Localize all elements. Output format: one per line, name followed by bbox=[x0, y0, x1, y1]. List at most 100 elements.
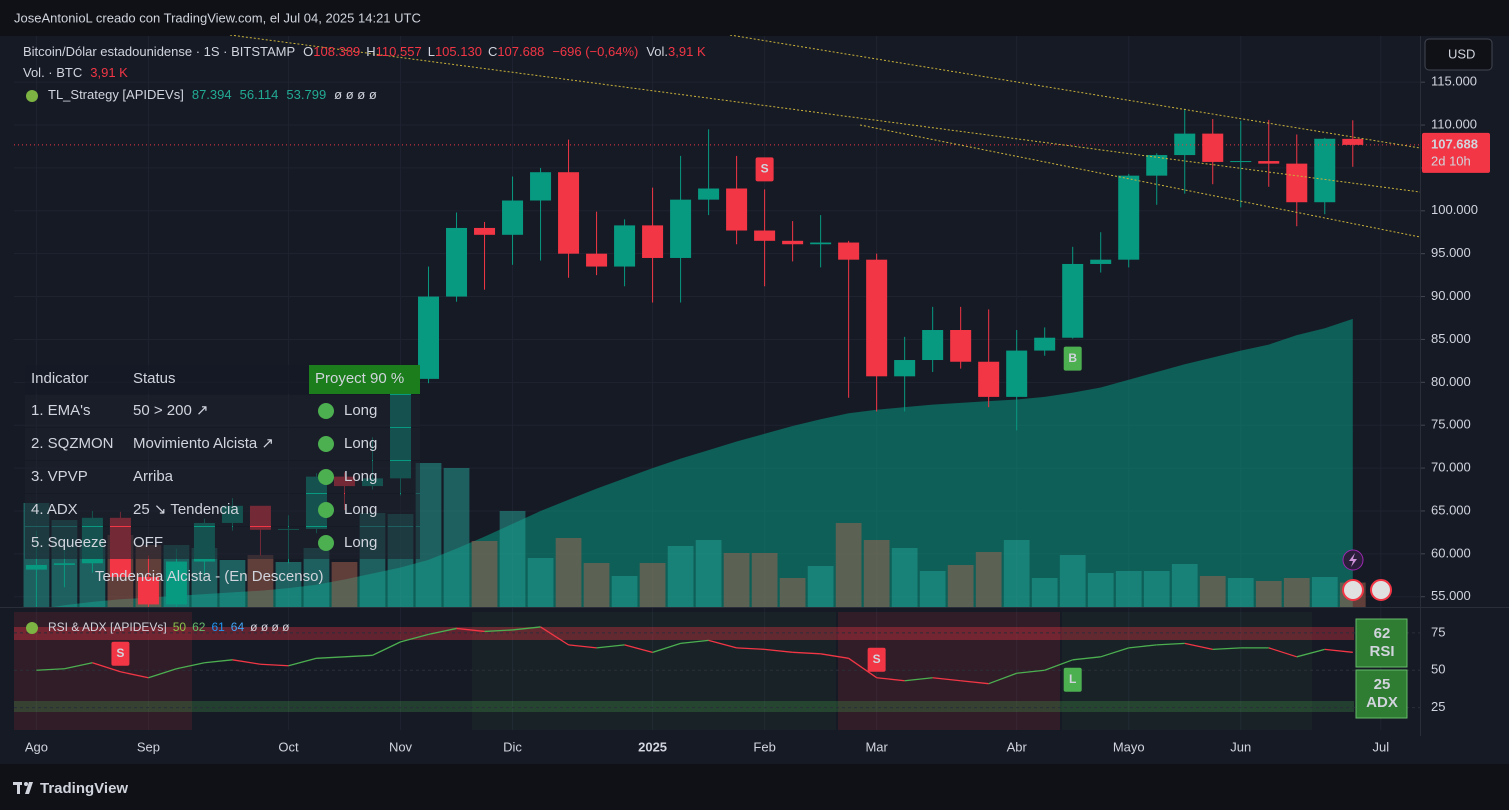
rsi-segment bbox=[904, 677, 933, 682]
header-bar bbox=[0, 0, 1509, 36]
candle-body bbox=[1258, 161, 1280, 164]
rsi-segment bbox=[64, 662, 93, 670]
rsi-segment bbox=[736, 647, 765, 650]
volume-bar bbox=[723, 553, 750, 607]
y-tick-label: 65.000 bbox=[1431, 502, 1471, 517]
signal-label: S bbox=[761, 162, 769, 176]
status-dot bbox=[318, 535, 334, 551]
currency-box[interactable] bbox=[1424, 38, 1493, 71]
legend-item: 110.557 bbox=[376, 44, 422, 59]
zone bbox=[472, 612, 836, 730]
lower-pane-bands bbox=[14, 612, 1354, 730]
table-header: Indicator bbox=[31, 370, 89, 387]
candle-body bbox=[866, 259, 888, 377]
volume-bar bbox=[555, 538, 582, 607]
y-tick-label: 95.000 bbox=[1431, 245, 1471, 260]
legend-item: 107.688 bbox=[497, 44, 544, 59]
volume-bar bbox=[1115, 571, 1142, 607]
signal-label: L bbox=[1069, 672, 1076, 686]
table-cell: Arriba bbox=[133, 468, 174, 485]
table-cell: Long bbox=[344, 501, 377, 518]
volume-bar bbox=[975, 552, 1002, 607]
event-icon bbox=[1370, 579, 1392, 601]
signal-box bbox=[1063, 667, 1082, 692]
zone bbox=[14, 612, 192, 730]
volume-bar bbox=[667, 546, 694, 607]
legend-item: 62 bbox=[192, 620, 206, 634]
legend-item: 105.130 bbox=[435, 44, 482, 59]
volume-bar bbox=[247, 555, 274, 607]
legend: Bitcoin/Dólar estadounidense · 1S · BITS… bbox=[23, 44, 706, 59]
signal-box bbox=[867, 647, 886, 672]
volume-bar bbox=[331, 562, 358, 607]
rsi-segment bbox=[708, 639, 737, 649]
event-icon bbox=[1342, 579, 1364, 601]
table-cell: Long bbox=[344, 402, 377, 419]
badge bbox=[1355, 618, 1408, 668]
candle-body bbox=[698, 188, 720, 200]
volume-bar bbox=[443, 468, 470, 607]
x-tick-label: Feb bbox=[753, 739, 775, 754]
candle-body bbox=[1174, 133, 1196, 156]
volume-bar bbox=[1031, 578, 1058, 607]
x-tick-label: 2025 bbox=[638, 739, 667, 754]
table-cell: Long bbox=[344, 435, 377, 452]
trendline bbox=[859, 124, 1420, 238]
countdown: 2d 10h bbox=[1431, 153, 1471, 168]
x-tick-label: Jun bbox=[1230, 739, 1251, 754]
legend-item: −696 (−0,64%) bbox=[552, 44, 638, 59]
indicator-icon bbox=[26, 90, 38, 102]
table-row bbox=[25, 527, 420, 559]
brand: TradingView bbox=[40, 780, 128, 797]
logo-part bbox=[17, 782, 20, 794]
candle-body bbox=[894, 360, 916, 377]
volume-bar bbox=[1199, 576, 1226, 607]
candle-body bbox=[1342, 138, 1364, 145]
legend-item: 64 bbox=[231, 620, 245, 634]
legend: TL_Strategy [APIDEVs] 87.394 56.114 53.799 ø… bbox=[48, 87, 377, 102]
volume-bar bbox=[499, 511, 526, 607]
y-tick-label: 85.000 bbox=[1431, 331, 1471, 346]
rsi-segment bbox=[176, 662, 205, 670]
status-dot bbox=[318, 469, 334, 485]
trendlines bbox=[229, 35, 1420, 238]
signal-box bbox=[755, 157, 774, 182]
badge bbox=[1355, 669, 1408, 719]
legend-item: 87.394 bbox=[192, 87, 232, 102]
rsi-segment bbox=[316, 656, 345, 659]
logo-part bbox=[24, 782, 28, 786]
volume-bar bbox=[779, 578, 806, 607]
currency-button[interactable]: USD bbox=[1424, 38, 1493, 71]
volume-bar bbox=[1171, 564, 1198, 607]
rsi-segment bbox=[1184, 642, 1213, 650]
volume-bar bbox=[219, 560, 246, 607]
volume-bar bbox=[807, 566, 834, 607]
x-tick-label: Mayo bbox=[1113, 739, 1145, 754]
rsi-segment bbox=[932, 677, 961, 682]
area bbox=[36, 318, 1353, 607]
status-dot bbox=[318, 436, 334, 452]
currency[interactable]: USD bbox=[1448, 46, 1475, 61]
volume-bar bbox=[919, 571, 946, 607]
y-tick-label: 100.000 bbox=[1431, 202, 1478, 217]
rsi-segment bbox=[848, 657, 878, 679]
rsi-segment bbox=[288, 657, 317, 667]
candle-body bbox=[782, 240, 804, 245]
table-cell: Long bbox=[344, 534, 377, 551]
volume-bar bbox=[1143, 571, 1170, 607]
y-tick-label: 75.000 bbox=[1431, 417, 1471, 432]
table-cell: 2. SQZMON bbox=[31, 435, 114, 452]
badge-value: 62 bbox=[1374, 625, 1391, 642]
rsi-segment bbox=[680, 639, 709, 645]
rsi-segment bbox=[512, 626, 541, 631]
candle-body bbox=[642, 225, 664, 258]
candle-body bbox=[418, 296, 440, 379]
y-tick-label: 115.000 bbox=[1431, 74, 1477, 89]
y-tick-label: 25 bbox=[1431, 699, 1445, 714]
price-tag bbox=[1422, 132, 1490, 173]
x-tick-label: Abr bbox=[1007, 739, 1028, 754]
rsi-segment bbox=[484, 629, 513, 633]
overlay: 55.000 60.000 65.000 70.000 75.000 80.000 85.0… bbox=[23, 44, 1490, 754]
rsi-segment bbox=[1212, 647, 1241, 650]
